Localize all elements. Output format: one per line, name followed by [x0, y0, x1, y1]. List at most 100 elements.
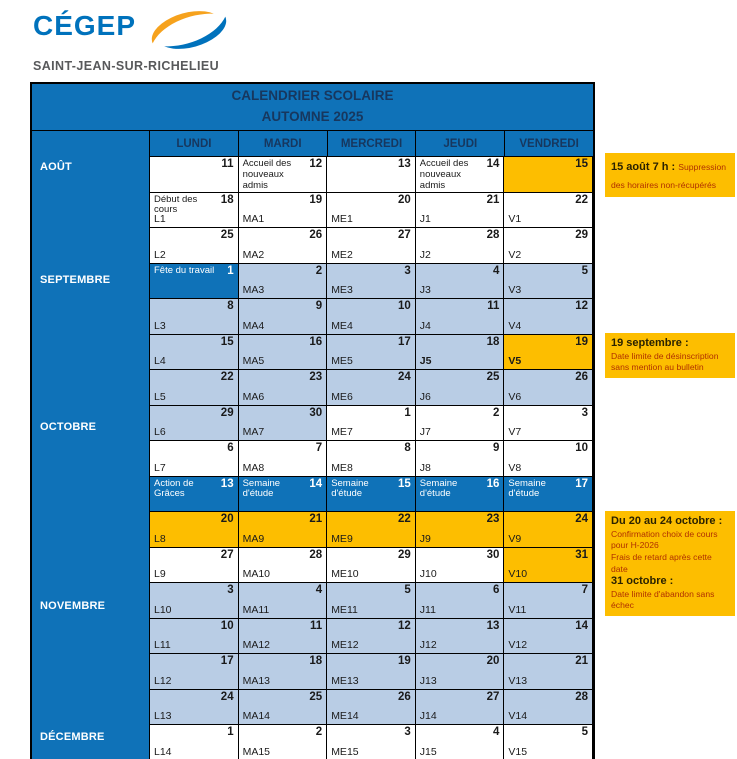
calendar-grid: 11 Accueil des nouveaux admis 12 13 Accueil …	[149, 156, 593, 759]
calendar-cell: 25 MA14	[238, 689, 328, 725]
cell-code: L3	[154, 319, 166, 332]
cell-date: 11	[221, 158, 234, 170]
calendar-cell: 18 MA13	[238, 654, 328, 690]
cell-date: 16	[309, 335, 323, 348]
cell-code: J15	[419, 745, 437, 758]
cell-date: 8	[227, 300, 234, 312]
cell-date: 21	[309, 513, 323, 525]
cell-label: Semaine d'étude	[242, 477, 281, 500]
cell-date: 15	[398, 477, 411, 490]
cell-label: Début des cours	[154, 193, 198, 216]
cell-code: J13	[419, 674, 437, 687]
cell-label: Accueil des nouveaux admis	[419, 158, 469, 191]
note-heading: 15 août 7 h :	[611, 161, 679, 173]
cell-date: 12	[398, 619, 411, 632]
calendar-cell: 1 L14	[150, 725, 239, 759]
note-body: Date limite de désinscription sans menti…	[611, 350, 719, 373]
calendar-cell: 5 V15	[504, 725, 593, 759]
calendar-cell: 30 J10	[415, 547, 505, 583]
cell-code: MA10	[242, 568, 271, 581]
cell-code: ME1	[331, 213, 353, 226]
cell-code: MA4	[242, 319, 265, 332]
calendar-cell: Action de Grâces 13	[150, 476, 239, 512]
cell-code: J8	[419, 461, 431, 474]
logo-brand: CÉGEP	[33, 10, 137, 41]
calendar-cell: Début des cours 18 L1	[150, 192, 239, 228]
cegep-logo: CÉGEP SAINT-JEAN-SUR-RICHELIEU	[33, 6, 232, 73]
cell-code: ME14	[331, 710, 359, 723]
cell-date: 14	[486, 158, 500, 170]
cell-code: J5	[419, 355, 432, 368]
day-header-mardi: MARDI	[237, 131, 327, 156]
cell-date: 18	[486, 335, 500, 348]
cell-code: ME6	[331, 390, 353, 403]
calendar-cell: 7 MA8	[238, 441, 328, 477]
cell-code: L5	[154, 390, 166, 403]
calendar-cell: 4 J15	[415, 725, 505, 759]
calendar-cell: 25 L2	[150, 228, 239, 264]
cell-code: ME12	[331, 639, 359, 652]
cell-date: 16	[486, 477, 500, 490]
cell-code: J4	[419, 319, 431, 332]
calendar-cell: 3 ME3	[327, 263, 416, 299]
cell-date: 3	[404, 726, 411, 738]
cell-date: 13	[486, 619, 500, 632]
calendar-cell: 20 J13	[415, 654, 505, 690]
day-header-row: LUNDI MARDI MERCREDI JEUDI VENDREDI	[32, 131, 593, 156]
cell-date: 26	[398, 690, 411, 703]
month-label-2: OCTOBRE	[40, 420, 97, 433]
calendar-cell: 20 L8	[150, 512, 239, 548]
note-body: Suppression des horaires non-récupérés	[611, 162, 727, 190]
cell-date: 19	[575, 335, 588, 348]
calendar-cell: 5 ME11	[327, 583, 416, 619]
cell-code: L14	[154, 745, 172, 758]
cell-label: Accueil des nouveaux admis	[242, 158, 292, 191]
day-header-vendredi: VENDREDI	[504, 131, 593, 156]
cell-date: 5	[404, 584, 411, 596]
cell-date: 3	[581, 406, 588, 419]
cell-code: ME9	[331, 532, 353, 545]
calendar-cell: 10 ME4	[327, 299, 416, 335]
cell-code: MA8	[242, 461, 265, 474]
cell-code: ME3	[331, 284, 353, 297]
cell-code: L10	[154, 603, 172, 616]
cell-code: L13	[154, 710, 172, 723]
cell-date: 29	[398, 548, 411, 561]
calendar-cell: 26 ME14	[327, 689, 416, 725]
cell-code: J12	[419, 639, 437, 652]
cell-date: 3	[227, 584, 234, 596]
cell-date: 14	[575, 619, 588, 632]
cell-label: Semaine d'étude	[508, 477, 546, 500]
calendar-cell: 28 MA10	[238, 547, 328, 583]
calendar-cell: 19 V5	[504, 334, 593, 370]
cell-code: V14	[508, 710, 528, 723]
cell-label: Fête du travail	[154, 264, 215, 276]
month-label-1: SEPTEMBRE	[40, 273, 111, 286]
month-label-0: AOÛT	[40, 161, 72, 173]
calendar-cell: 5 V3	[504, 263, 593, 299]
calendar-cell: Semaine d'étude 16	[415, 476, 505, 512]
cell-code: ME13	[331, 674, 359, 687]
cell-date: 24	[220, 690, 234, 703]
cell-date: 24	[398, 371, 411, 383]
calendar-cell: 25 J6	[415, 370, 505, 406]
calendar-cell: 8 L3	[150, 299, 239, 335]
cell-date: 21	[486, 193, 500, 206]
calendar-cell: 6 J11	[415, 583, 505, 619]
cell-date: 4	[492, 726, 500, 738]
month-band: AOÛT SEPTEMBRE OCTOBRE NOVEMBRE DÉCEMBRE	[32, 156, 149, 759]
cell-date: 27	[486, 690, 500, 703]
cell-date: 18	[309, 655, 323, 667]
cell-date: 29	[575, 229, 588, 241]
cell-code: MA9	[242, 532, 265, 545]
cegep-swoosh-icon	[146, 6, 232, 59]
cell-date: 12	[309, 158, 323, 170]
calendar-cell: Semaine d'étude 14	[238, 476, 328, 512]
month-label-3: NOVEMBRE	[40, 600, 106, 612]
note-heading: 19 septembre :	[611, 337, 689, 349]
cell-code: V1	[508, 213, 522, 226]
cell-code: L1	[154, 213, 166, 226]
day-header-jeudi: JEUDI	[415, 131, 504, 156]
cell-code: J3	[419, 284, 431, 297]
cell-code: ME11	[331, 603, 358, 616]
